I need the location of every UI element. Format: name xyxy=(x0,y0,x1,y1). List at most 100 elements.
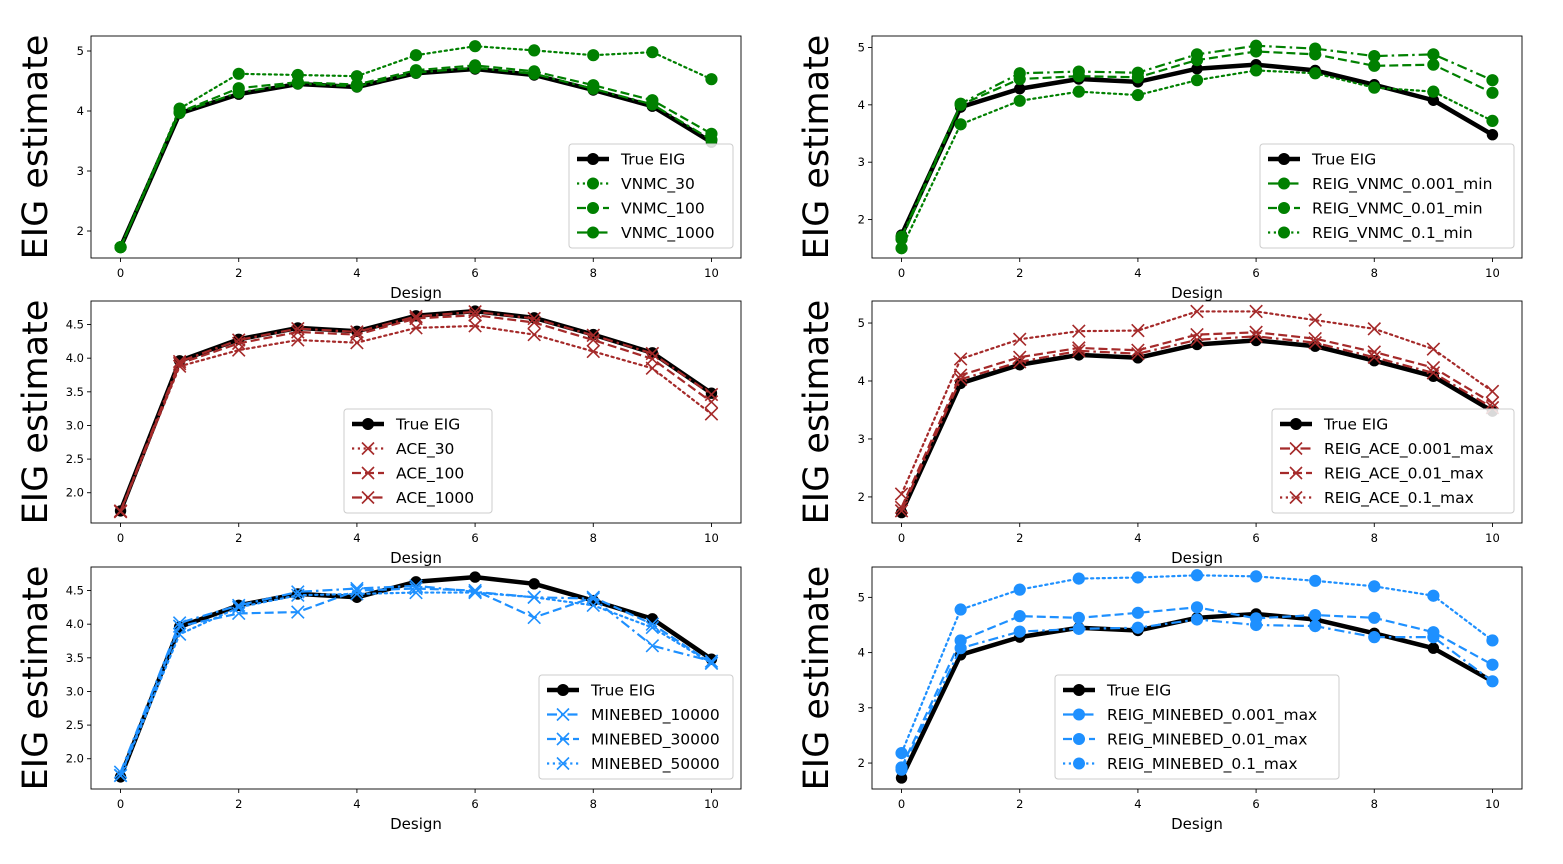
data-point xyxy=(291,321,305,336)
x-tick-label: 8 xyxy=(1371,266,1378,280)
data-point xyxy=(646,98,659,111)
legend-box xyxy=(568,143,734,249)
data-point xyxy=(895,747,908,760)
y-tick-label: 5 xyxy=(858,316,865,330)
legend: True EIG REIG_VNMC_0.001_min REIG_VNMC_0.0… xyxy=(1259,143,1515,249)
data-point xyxy=(528,44,541,57)
data-point xyxy=(1131,606,1145,619)
x-tick-label: 0 xyxy=(898,531,905,545)
data-point xyxy=(1013,625,1026,638)
data-point xyxy=(1309,48,1322,61)
x-axis-label: Design xyxy=(1171,549,1223,567)
legend-swatch-marker xyxy=(1278,226,1290,239)
chart-panel-1: 0 2 4 6 8 10 2 3 4 5 Design EIG estimate True EIG VNM… xyxy=(16,35,742,302)
data-point xyxy=(1072,622,1085,635)
data-point xyxy=(1249,612,1263,625)
data-point xyxy=(1427,642,1440,654)
data-point xyxy=(1072,85,1085,98)
data-point xyxy=(894,487,909,501)
y-tick-label: 2 xyxy=(77,224,84,238)
legend-swatch-marker xyxy=(587,226,599,239)
data-point xyxy=(410,576,422,588)
legend-swatch-marker xyxy=(1289,441,1303,456)
legend: True EIG ACE_30 ACE_100 ACE_1000 xyxy=(343,408,493,514)
data-point xyxy=(1368,631,1381,644)
data-point xyxy=(468,585,482,600)
legend-entry: ACE_100 xyxy=(396,465,464,484)
y-tick-label: 3.5 xyxy=(66,651,84,665)
y-tick-label: 3.5 xyxy=(66,385,84,399)
data-point xyxy=(1132,352,1144,364)
x-tick-label: 10 xyxy=(1485,266,1500,280)
y-tick-label: 4.0 xyxy=(66,617,84,631)
data-point xyxy=(1072,611,1085,624)
legend-swatch-marker xyxy=(362,418,374,430)
y-tick-label: 2 xyxy=(858,213,865,227)
chart-panel-6: 0 2 4 6 8 10 2 3 4 5 Design EIG estimate True EIG REI… xyxy=(797,566,1523,833)
data-point xyxy=(1427,589,1440,602)
data-point xyxy=(292,588,304,600)
data-point xyxy=(468,40,482,53)
data-point xyxy=(587,82,600,95)
data-point xyxy=(1072,341,1086,355)
legend-entry: MINEBED_30000 xyxy=(591,731,720,750)
x-tick-label: 10 xyxy=(704,266,719,280)
data-point xyxy=(1131,323,1145,338)
data-point xyxy=(409,309,423,324)
plot-frame xyxy=(90,566,742,790)
data-point xyxy=(409,579,423,593)
data-point xyxy=(705,387,718,399)
data-point xyxy=(468,61,482,74)
data-point xyxy=(291,77,304,90)
data-point xyxy=(1190,304,1204,319)
y-tick-label: 5 xyxy=(858,590,865,604)
data-point xyxy=(113,504,128,518)
y-axis-label: EIG estimate xyxy=(16,35,56,260)
legend-entry: REIG_MINEBED_0.01_max xyxy=(1107,731,1307,750)
data-point xyxy=(1486,634,1499,647)
legend-entry: True EIG xyxy=(620,151,685,169)
data-point xyxy=(1426,366,1441,380)
plot-frame xyxy=(871,300,1523,524)
data-point xyxy=(1249,325,1263,340)
data-point xyxy=(409,321,423,335)
legend-entry: REIG_ACE_0.01_max xyxy=(1324,465,1484,484)
legend-swatch-marker xyxy=(1289,490,1303,505)
legend-entry: True EIG xyxy=(590,682,655,700)
legend-swatch-marker xyxy=(1073,708,1085,721)
data-point xyxy=(113,768,128,783)
y-tick-label: 4.5 xyxy=(66,318,84,332)
data-point xyxy=(1367,345,1382,359)
data-point xyxy=(350,80,364,93)
x-tick-label: 6 xyxy=(1252,266,1259,280)
data-point xyxy=(1367,350,1382,364)
data-point xyxy=(1249,304,1263,319)
data-point xyxy=(409,585,423,600)
series-line-4 xyxy=(119,66,713,248)
x-tick-label: 10 xyxy=(1485,797,1500,811)
series-line-4 xyxy=(900,69,1494,250)
data-point xyxy=(1072,572,1085,585)
data-point xyxy=(528,578,540,590)
data-point xyxy=(1308,331,1322,346)
data-point xyxy=(1250,334,1262,347)
data-point xyxy=(645,361,660,376)
y-tick-label: 3.0 xyxy=(66,684,84,698)
legend: True EIG VNMC_30 VNMC_100 VNMC_1000 xyxy=(568,143,734,249)
x-tick-label: 8 xyxy=(590,266,597,280)
y-tick-label: 3 xyxy=(858,155,865,169)
data-point xyxy=(1131,621,1145,634)
legend-box xyxy=(343,408,493,514)
x-tick-label: 0 xyxy=(117,531,124,545)
data-point xyxy=(528,67,541,80)
data-point xyxy=(350,327,364,342)
data-point xyxy=(1014,83,1026,95)
data-point xyxy=(1249,45,1263,58)
x-tick-label: 4 xyxy=(353,266,360,280)
data-point xyxy=(704,656,719,670)
data-point xyxy=(468,319,482,333)
data-point xyxy=(894,500,909,515)
data-point xyxy=(645,617,660,631)
data-point xyxy=(1249,570,1263,583)
